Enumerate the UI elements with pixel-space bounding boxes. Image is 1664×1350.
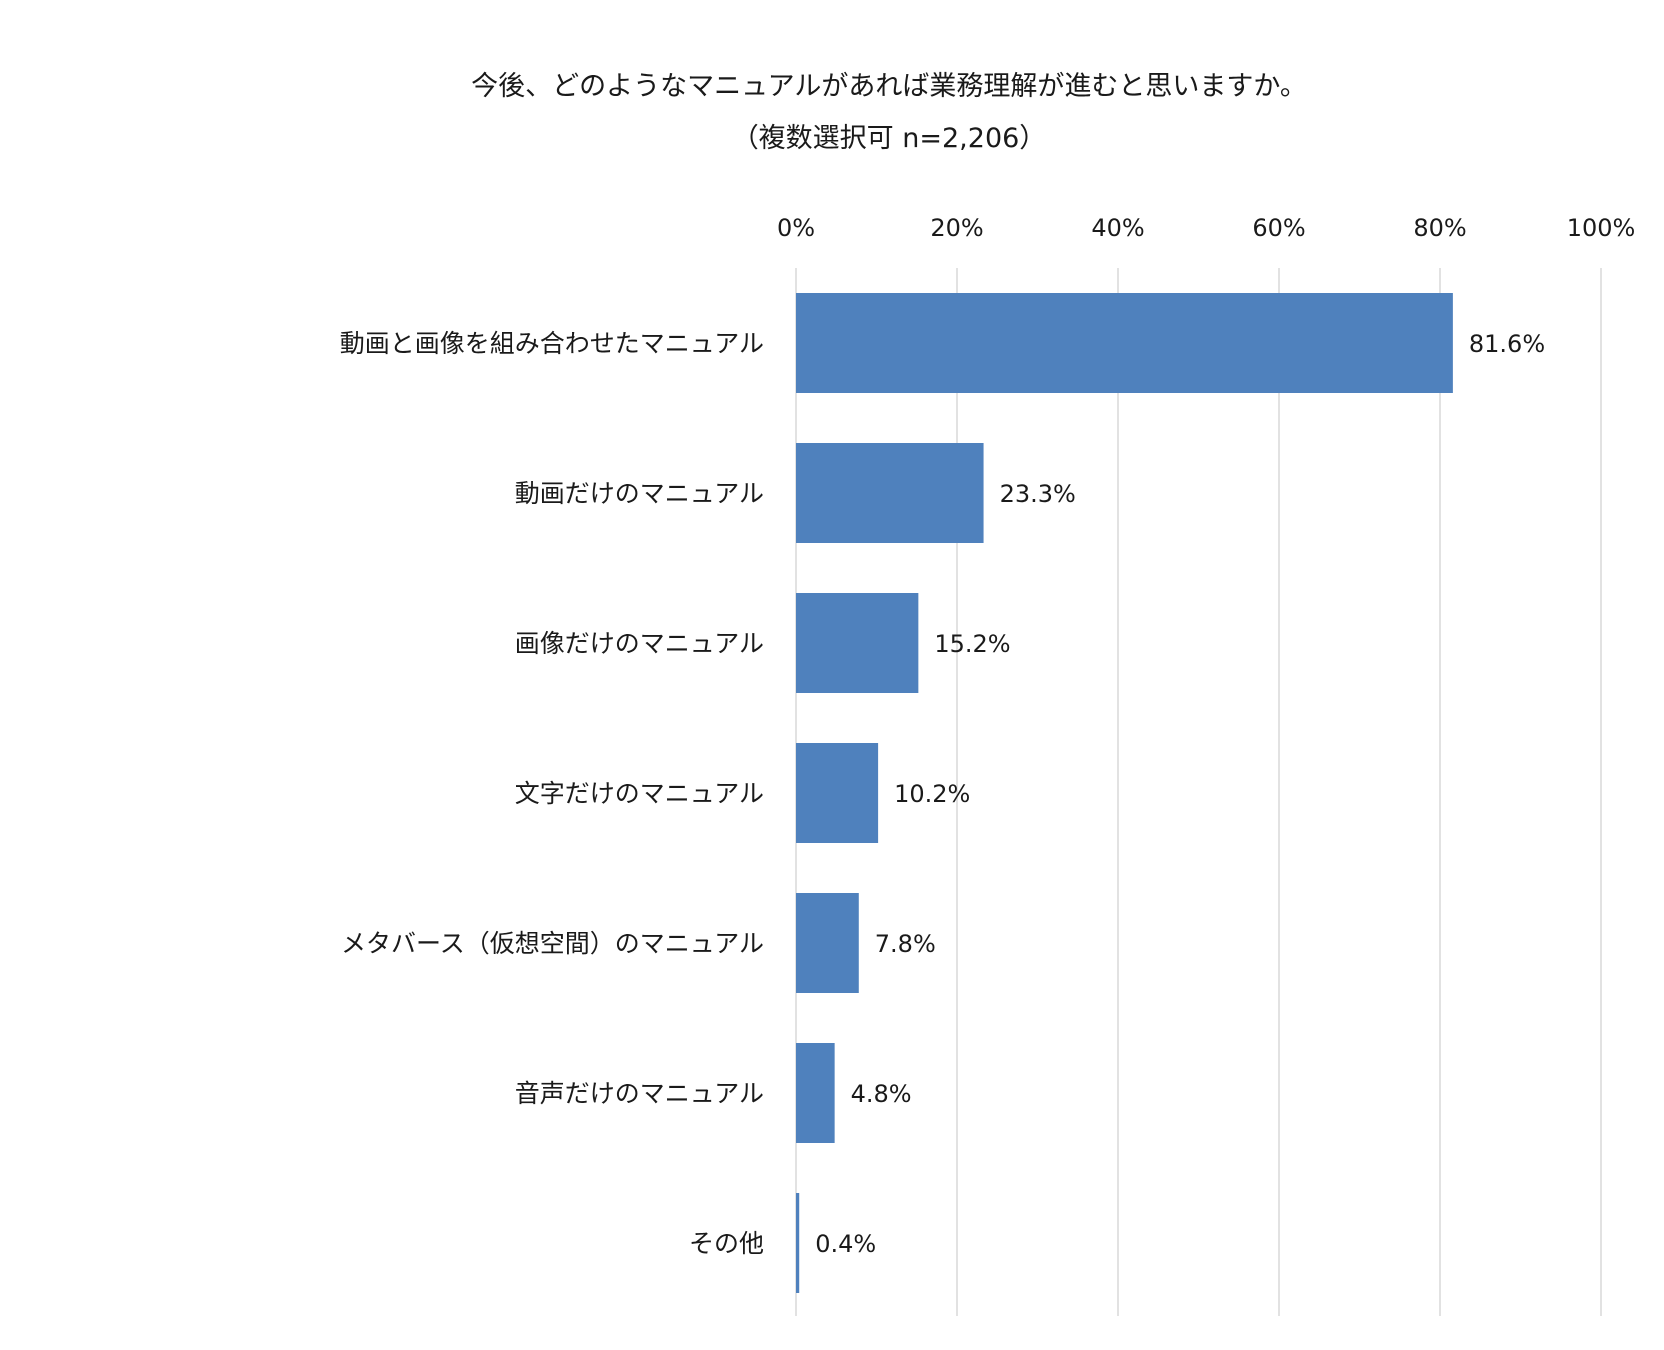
category-label: 音声だけのマニュアル — [515, 1079, 764, 1108]
x-tick-label: 40% — [1091, 214, 1144, 242]
data-label: 81.6% — [1469, 330, 1545, 358]
data-label: 10.2% — [894, 780, 970, 808]
bar — [796, 1193, 800, 1293]
x-tick-label: 80% — [1413, 214, 1466, 242]
data-label: 4.8% — [851, 1080, 912, 1108]
bar — [796, 1043, 835, 1143]
data-label: 7.8% — [875, 930, 936, 958]
category-label: 画像だけのマニュアル — [515, 629, 764, 658]
category-label: 動画だけのマニュアル — [515, 479, 764, 508]
data-label: 0.4% — [815, 1230, 876, 1258]
x-tick-label: 100% — [1567, 214, 1636, 242]
bar — [796, 893, 859, 993]
category-label: メタバース（仮想空間）のマニュアル — [341, 929, 764, 958]
chart-title: 今後、どのようなマニュアルがあれば業務理解が進むと思いますか。 — [471, 71, 1307, 102]
data-label: 15.2% — [934, 630, 1010, 658]
category-label: その他 — [689, 1229, 764, 1258]
category-label: 文字だけのマニュアル — [515, 779, 764, 808]
category-label: 動画と画像を組み合わせたマニュアル — [340, 329, 764, 358]
x-tick-label: 0% — [777, 214, 815, 242]
x-tick-label: 60% — [1252, 214, 1305, 242]
x-tick-label: 20% — [930, 214, 983, 242]
bar — [796, 293, 1453, 393]
data-label: 23.3% — [1000, 480, 1076, 508]
chart-subtitle: （複数選択可 n=2,206） — [731, 123, 1047, 154]
bar — [796, 743, 879, 843]
bar — [796, 593, 919, 693]
bar — [796, 443, 984, 543]
